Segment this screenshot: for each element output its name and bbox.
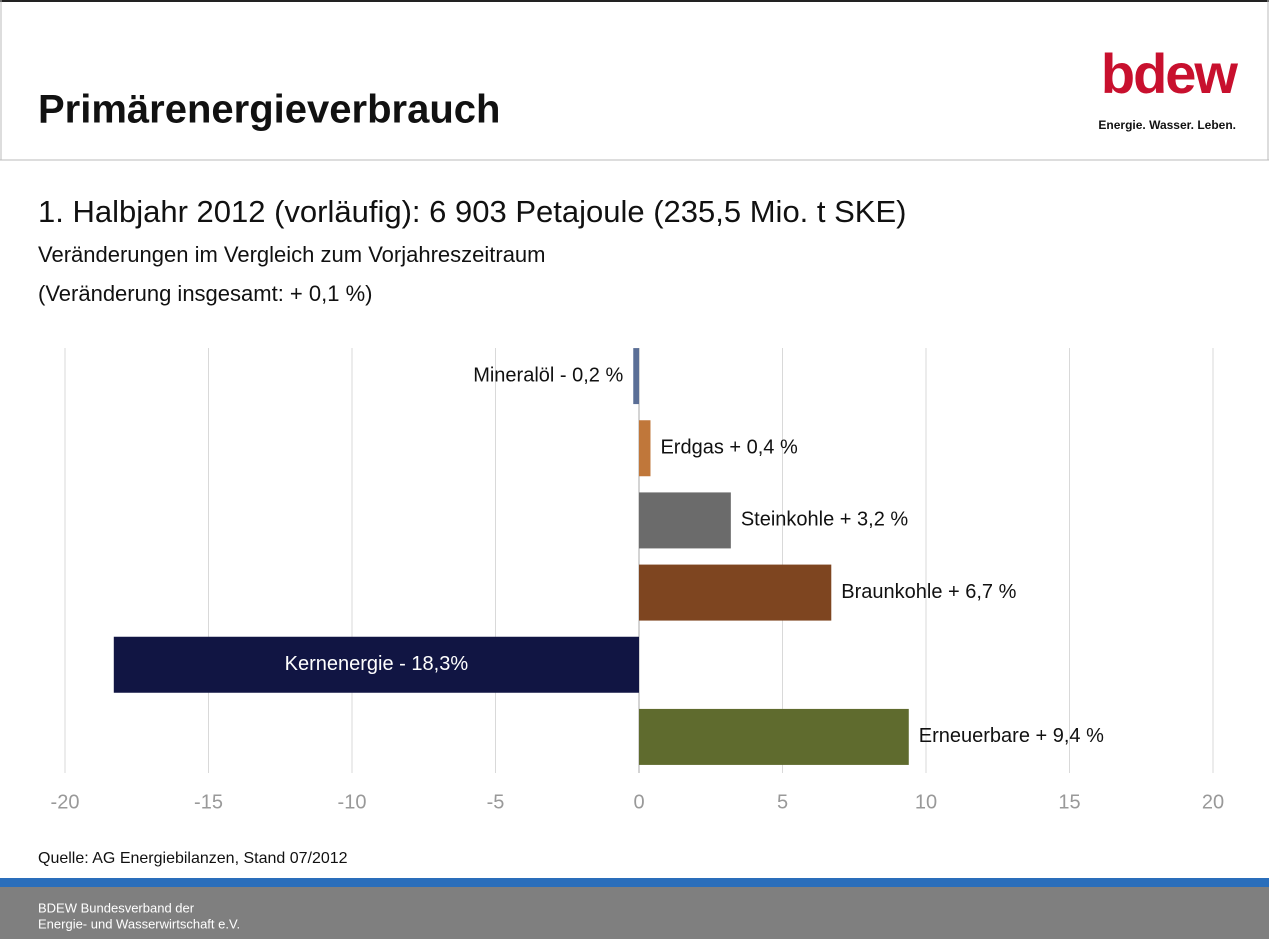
x-tick-label: 20 bbox=[1202, 791, 1224, 813]
slide-title: Primärenergieverbrauch bbox=[38, 88, 500, 132]
x-tick-label: 5 bbox=[777, 791, 788, 813]
plot: -20 -15 -10 -5 0 5 10 15 20 Mineralöl - 0,2 % Erdg… bbox=[51, 348, 1224, 813]
x-tick-label: 10 bbox=[915, 791, 937, 813]
x-tick-label: 0 bbox=[633, 791, 644, 813]
tagline: Energie. Wasser. Leben. bbox=[1098, 118, 1236, 132]
data-label: Mineralöl - 0,2 % bbox=[473, 364, 623, 386]
logo: bdew bbox=[1101, 42, 1239, 105]
footer-text: Energie- und Wasserwirtschaft e.V. bbox=[38, 916, 240, 931]
x-tick-label: -5 bbox=[487, 791, 505, 813]
x-tick-label: -10 bbox=[338, 791, 367, 813]
bar bbox=[639, 708, 909, 765]
footer-text: BDEW Bundesverband der bbox=[38, 900, 195, 915]
bar bbox=[633, 348, 639, 405]
data-label: Erneuerbare + 9,4 % bbox=[919, 725, 1104, 747]
bar bbox=[639, 564, 832, 621]
chart-subtitle: Veränderungen im Vergleich zum Vorjahres… bbox=[38, 242, 546, 267]
data-label: Steinkohle + 3,2 % bbox=[741, 509, 909, 531]
footer-stripe bbox=[0, 878, 1269, 887]
x-tick-label: -15 bbox=[194, 791, 223, 813]
data-label: Braunkohle + 6,7 % bbox=[841, 581, 1016, 603]
source: Quelle: AG Energiebilanzen, Stand 07/201… bbox=[38, 850, 348, 867]
data-label: Kernenergie - 18,3% bbox=[285, 653, 469, 675]
bar bbox=[639, 492, 731, 549]
footer-band bbox=[0, 887, 1269, 939]
x-tick-label: -20 bbox=[51, 791, 80, 813]
bar bbox=[639, 420, 651, 477]
chart-title: 1. Halbjahr 2012 (vorläufig): 6 903 Peta… bbox=[38, 194, 906, 229]
bar bbox=[113, 636, 640, 693]
chart-subtitle: (Veränderung insgesamt: + 0,1 %) bbox=[38, 281, 372, 306]
data-label: Erdgas + 0,4 % bbox=[660, 437, 798, 459]
x-tick-label: 15 bbox=[1058, 791, 1080, 813]
